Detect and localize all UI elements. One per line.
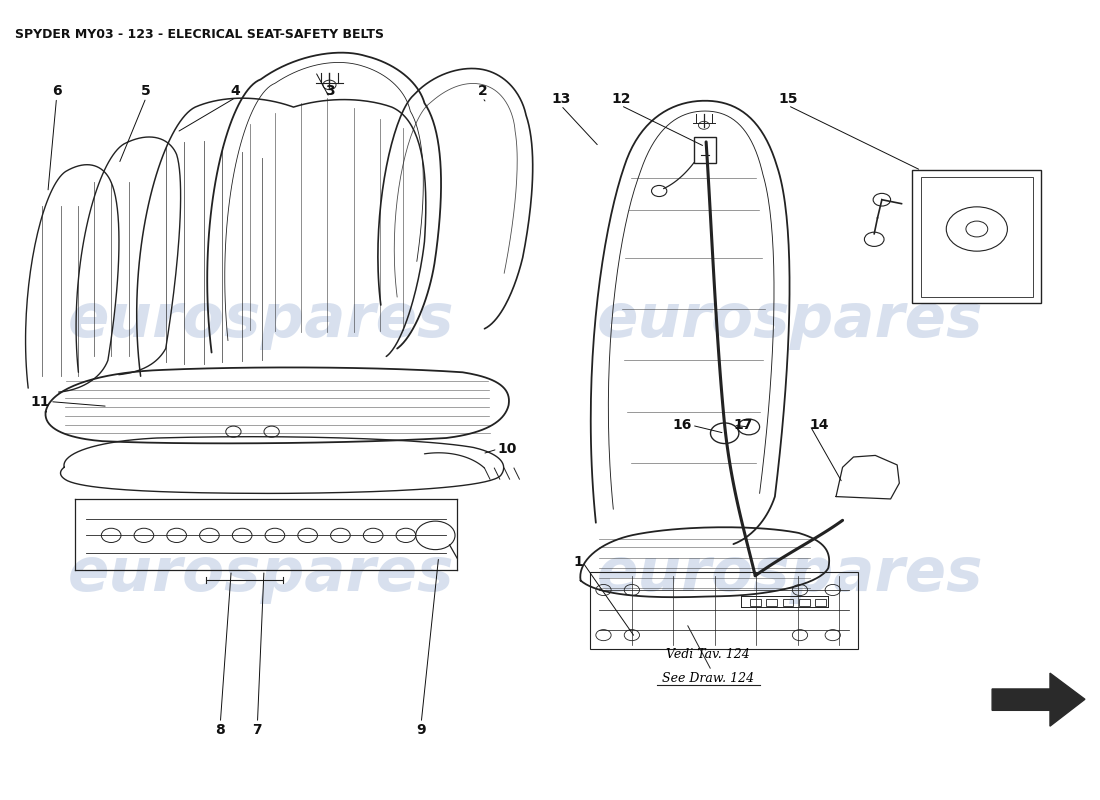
Bar xyxy=(782,598,793,606)
Text: eurospares: eurospares xyxy=(597,545,983,604)
Text: eurospares: eurospares xyxy=(67,545,454,604)
Text: 14: 14 xyxy=(810,418,829,432)
Bar xyxy=(815,598,826,606)
Text: 16: 16 xyxy=(672,418,692,432)
Text: eurospares: eurospares xyxy=(67,291,454,350)
Text: 3: 3 xyxy=(324,83,334,98)
Text: 10: 10 xyxy=(497,442,517,456)
Text: 9: 9 xyxy=(417,723,426,737)
Bar xyxy=(591,572,858,650)
Text: 13: 13 xyxy=(551,91,571,106)
Text: See Draw. 124: See Draw. 124 xyxy=(662,672,755,685)
Text: eurospares: eurospares xyxy=(597,291,983,350)
Text: 7: 7 xyxy=(253,723,262,737)
Text: 6: 6 xyxy=(52,83,62,98)
Text: 4: 4 xyxy=(231,83,241,98)
Bar xyxy=(921,177,1033,297)
Text: 12: 12 xyxy=(612,91,630,106)
Bar xyxy=(750,598,761,606)
Polygon shape xyxy=(992,673,1085,726)
Text: 5: 5 xyxy=(141,83,151,98)
Text: 11: 11 xyxy=(31,394,50,409)
Text: Vedi Tav. 124: Vedi Tav. 124 xyxy=(667,649,750,662)
Bar xyxy=(799,598,810,606)
Text: 17: 17 xyxy=(734,418,752,432)
Text: SPYDER MY03 - 123 - ELECRICAL SEAT-SAFETY BELTS: SPYDER MY03 - 123 - ELECRICAL SEAT-SAFET… xyxy=(15,28,384,41)
Text: 1: 1 xyxy=(573,555,583,570)
Bar xyxy=(694,137,716,162)
Bar xyxy=(766,598,777,606)
Text: 2: 2 xyxy=(477,83,487,98)
Text: 8: 8 xyxy=(216,723,225,737)
Text: 15: 15 xyxy=(778,91,798,106)
Bar xyxy=(912,170,1042,303)
